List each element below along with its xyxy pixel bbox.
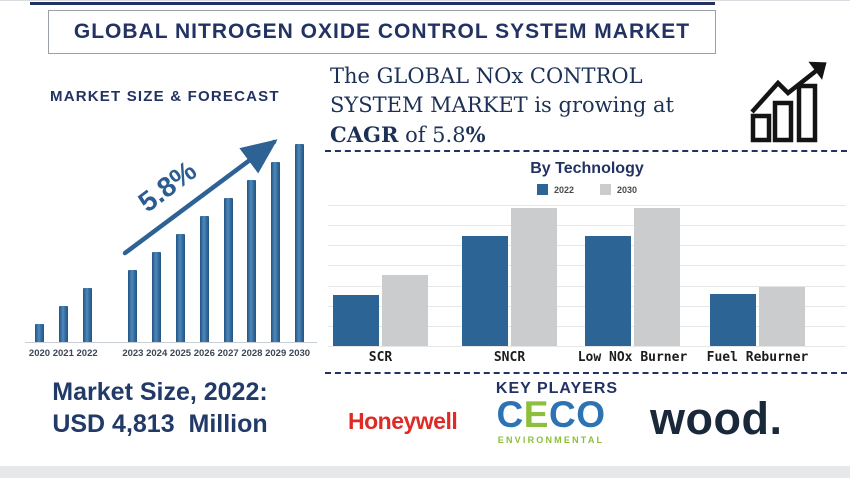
forecast-bar-2024 bbox=[152, 252, 162, 342]
year-label-2021: 2021 bbox=[52, 348, 74, 359]
forecast-bar-2029 bbox=[271, 162, 281, 342]
tech-bar-sncr-2022 bbox=[462, 236, 508, 346]
forecast-bar-2022 bbox=[82, 288, 92, 342]
ceco-letter-2: C bbox=[548, 394, 577, 435]
market-size-callout: Market Size, 2022: USD 4,813 Million bbox=[52, 378, 268, 438]
market-forecast-chart: 5.8% bbox=[25, 130, 317, 343]
growth-chart-icon bbox=[750, 61, 827, 143]
legend-item-2022: 2022 bbox=[536, 184, 574, 195]
ceco-letter-1: E bbox=[523, 394, 549, 435]
key-players-heading: KEY PLAYERS bbox=[495, 380, 619, 397]
cagr-statement-part1: The GLOBAL NOx CONTROL SYSTEM MARKET is … bbox=[330, 64, 674, 117]
page-title: GLOBAL NITROGEN OXIDE CONTROL SYSTEM MAR… bbox=[48, 10, 716, 54]
forecast-bar-2023 bbox=[128, 270, 138, 342]
by-technology-title: By Technology bbox=[530, 160, 644, 177]
divider-dashed-top bbox=[325, 150, 847, 152]
cagr-statement-bold2: % bbox=[465, 122, 486, 147]
tech-category-label-scr: SCR bbox=[368, 350, 393, 365]
ceco-logo-subtext: ENVIRONMENTAL bbox=[497, 435, 605, 445]
gridline bbox=[328, 205, 846, 206]
tech-bar-fuel-reburner-2030 bbox=[759, 287, 805, 346]
forecast-bar-2025 bbox=[176, 234, 185, 342]
legend-swatch-2022 bbox=[536, 184, 548, 195]
year-label-2029: 2029 bbox=[265, 348, 287, 359]
tech-category-label-low-nox-burner: Low NOx Burner bbox=[577, 350, 688, 365]
ceco-letter-3: O bbox=[576, 394, 606, 435]
cagr-statement: The GLOBAL NOx CONTROL SYSTEM MARKET is … bbox=[330, 62, 760, 150]
forecast-bar-2030 bbox=[295, 144, 304, 342]
year-label-2028: 2028 bbox=[241, 348, 263, 359]
year-label-2027: 2027 bbox=[217, 348, 239, 359]
title-accent-line bbox=[30, 2, 715, 5]
tech-bar-fuel-reburner-2022 bbox=[710, 294, 756, 346]
cagr-statement-part2: of 5.8 bbox=[398, 123, 466, 147]
forecast-bar-2028 bbox=[247, 180, 257, 342]
growth-arrow: 5.8% bbox=[122, 139, 278, 256]
year-label-2022: 2022 bbox=[76, 348, 98, 359]
tech-category-label-fuel-reburner: Fuel Reburner bbox=[706, 350, 809, 365]
tech-bar-sncr-2030 bbox=[511, 208, 557, 346]
forecast-bar-2020 bbox=[35, 324, 44, 342]
forecast-bar-2026 bbox=[199, 216, 209, 342]
growth-arrow-label: 5.8% bbox=[132, 155, 202, 218]
tech-category-label-sncr: SNCR bbox=[493, 350, 526, 365]
ceco-logo-wordmark: CECO bbox=[493, 394, 609, 435]
gridline bbox=[328, 225, 846, 227]
year-label-2020: 2020 bbox=[28, 348, 51, 359]
forecast-bar-2027 bbox=[223, 198, 233, 342]
legend-item-2030: 2030 bbox=[600, 184, 637, 195]
tech-bar-low-nox-burner-2030 bbox=[634, 208, 680, 346]
market-forecast-year-labels: 2020 2021 2022 2023 2024 2025 2026 2027 2028 2029… bbox=[25, 348, 317, 362]
year-label-2025: 2025 bbox=[169, 348, 192, 359]
forecast-bar-2021 bbox=[58, 306, 68, 342]
by-technology-legend: 2022 2030 bbox=[328, 184, 846, 195]
legend-label-2022: 2022 bbox=[553, 184, 574, 195]
year-label-2026: 2026 bbox=[193, 348, 215, 359]
divider-dashed-bottom bbox=[325, 372, 847, 374]
gridline bbox=[328, 346, 846, 348]
by-technology-category-labels: SCR SNCR Low NOx Burner Fuel Reburner bbox=[328, 350, 846, 366]
year-label-2024: 2024 bbox=[146, 348, 168, 359]
honeywell-logo: Honeywell bbox=[348, 408, 458, 434]
market-size-forecast-heading: MARKET SIZE & FORECAST bbox=[50, 88, 280, 105]
cagr-statement-bold1: CAGR bbox=[330, 122, 399, 147]
tech-bar-low-nox-burner-2022 bbox=[585, 236, 631, 346]
tech-bar-scr-2030 bbox=[382, 275, 428, 346]
by-technology-chart bbox=[328, 205, 846, 348]
wood-logo: wood. bbox=[650, 393, 783, 444]
page-title-text: GLOBAL NITROGEN OXIDE CONTROL SYSTEM MAR… bbox=[73, 20, 691, 43]
tech-bar-scr-2022 bbox=[333, 295, 379, 346]
top-hairline bbox=[0, 0, 850, 1]
year-label-2030: 2030 bbox=[288, 348, 311, 359]
bottom-strip bbox=[0, 466, 850, 478]
legend-label-2030: 2030 bbox=[617, 184, 638, 195]
ceco-logo: CECO ENVIRONMENTAL bbox=[493, 394, 609, 445]
year-label-2023: 2023 bbox=[122, 348, 144, 359]
ceco-letter-0: C bbox=[496, 394, 524, 435]
legend-swatch-2030 bbox=[600, 184, 611, 195]
